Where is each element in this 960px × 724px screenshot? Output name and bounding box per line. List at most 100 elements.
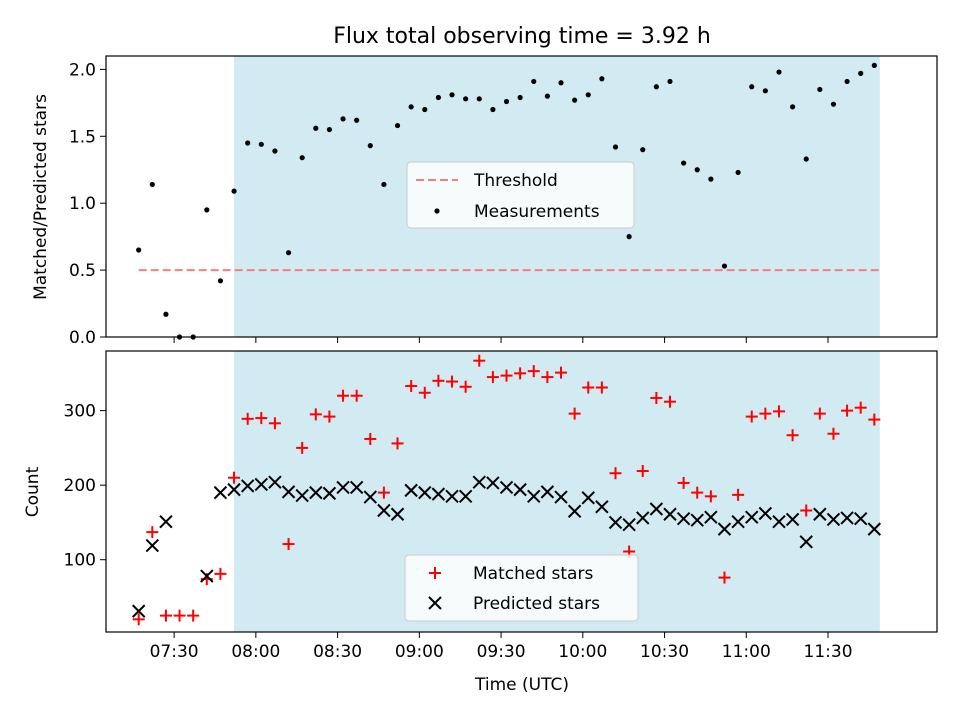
predicted-star-marker	[240, 479, 255, 493]
measurement-point	[585, 92, 591, 98]
predicted-star-marker	[595, 500, 609, 514]
predicted-star-marker	[540, 485, 555, 499]
measurement-point	[313, 125, 319, 131]
matched-star-marker	[568, 407, 581, 420]
predicted-star-marker	[772, 514, 786, 529]
top-y-axis-label: Matched/Predicted stars	[31, 94, 51, 300]
bottom-x-ticks: 07:30 08:00 08:30 09:00 09:30 10:00 10:30 11:00…	[150, 632, 853, 662]
matched-star-marker	[473, 354, 486, 367]
matched-star-marker	[241, 412, 254, 425]
measurement-point	[776, 69, 782, 75]
matched-star-marker	[854, 401, 867, 414]
predicted-star-marker	[785, 512, 800, 527]
matched-star-marker	[282, 538, 295, 551]
measurement-point	[490, 106, 496, 113]
predicted-star-marker	[200, 569, 214, 583]
measurement-point	[503, 98, 510, 105]
predicted-star-marker	[745, 510, 759, 524]
predicted-star-marker	[840, 511, 854, 525]
predicted-star-marker	[431, 487, 446, 501]
y-tick-label: 1.0	[69, 194, 96, 214]
matched-star-marker	[636, 465, 649, 478]
predicted-star-marker	[159, 514, 173, 529]
matched-star-marker	[514, 367, 527, 380]
predicted-star-marker	[826, 512, 841, 527]
top-panel: 0.00.51.01.52.0 Matched/Predicted stars …	[31, 55, 938, 348]
measurement-point	[354, 117, 360, 123]
predicted-star-marker	[663, 507, 677, 521]
measurement-point	[163, 311, 169, 317]
predicted-star-marker	[527, 489, 541, 504]
predicted-star-marker	[813, 507, 827, 521]
legend-predicted-swatch	[428, 596, 442, 610]
matched-star-marker	[405, 380, 418, 393]
predicted-star-marker	[854, 511, 868, 526]
predicted-star-marker	[418, 485, 432, 500]
matched-star-marker	[541, 371, 554, 384]
predicted-star-marker	[513, 482, 527, 497]
measurement-point	[817, 86, 823, 93]
predicted-star-marker	[145, 538, 160, 553]
matched-star-marker	[132, 613, 145, 626]
measurement-point	[136, 247, 142, 253]
matched-star-marker	[677, 476, 690, 489]
measurement-point	[340, 116, 346, 122]
predicted-star-marker	[608, 515, 623, 530]
measurement-point	[735, 169, 741, 176]
measurement-point	[272, 148, 278, 154]
predicted-star-marker	[254, 477, 269, 492]
top-x-ticks	[173, 337, 829, 343]
measurement-point	[435, 94, 441, 101]
measurement-point	[245, 140, 251, 146]
measurement-points	[136, 62, 877, 340]
matched-star-marker	[268, 417, 281, 430]
top-legend: Threshold Measurements	[406, 161, 635, 229]
predicted-star-marker	[676, 511, 691, 526]
measurement-point	[326, 126, 333, 133]
measurement-point	[544, 93, 550, 99]
measurement-point	[381, 181, 387, 188]
predicted-star-marker	[554, 490, 568, 504]
matched-star-marker	[732, 488, 745, 501]
measurement-point	[612, 144, 619, 150]
measurement-point	[626, 234, 632, 240]
matched-star-marker	[582, 381, 595, 394]
matched-star-marker	[759, 407, 772, 420]
legend-measurements-label: Measurements	[474, 202, 600, 222]
measurement-point	[149, 181, 155, 188]
matched-star-marker	[214, 567, 227, 580]
measurement-point	[517, 94, 523, 101]
x-tick-label: 08:00	[231, 642, 280, 662]
legend-matched-label: Matched stars	[473, 564, 593, 584]
matched-star-marker	[663, 395, 676, 408]
matched-star-markers	[132, 354, 881, 626]
predicted-star-marker	[227, 482, 241, 497]
measurement-point	[858, 70, 864, 76]
predicted-star-marker	[704, 510, 718, 524]
predicted-star-marker	[445, 489, 459, 504]
bottom-legend-box	[404, 554, 639, 622]
measurement-point	[803, 156, 809, 162]
matched-star-marker	[323, 410, 336, 423]
x-tick-label: 08:30	[313, 642, 362, 662]
predicted-star-marker	[390, 507, 405, 521]
predicted-star-marker	[309, 485, 323, 500]
matched-star-marker	[786, 429, 799, 442]
x-tick-label: 11:30	[804, 642, 853, 662]
measurement-point	[394, 122, 401, 129]
predicted-star-marker	[717, 522, 732, 536]
predicted-star-marker	[349, 480, 364, 495]
matched-star-marker	[296, 441, 309, 454]
matched-star-marker	[718, 571, 731, 584]
matched-star-marker	[841, 404, 854, 417]
matched-star-marker	[595, 381, 608, 394]
legend-predicted-label: Predicted stars	[473, 594, 600, 614]
predicted-star-marker	[458, 489, 473, 504]
predicted-star-marker	[499, 480, 514, 495]
top-y-ticks: 0.0 0.5 1.0 1.5 2.0	[69, 60, 106, 348]
matched-star-marker	[868, 413, 881, 426]
measurement-point	[367, 143, 373, 149]
predicted-star-marker	[295, 488, 309, 503]
predicted-star-marker	[758, 506, 773, 521]
